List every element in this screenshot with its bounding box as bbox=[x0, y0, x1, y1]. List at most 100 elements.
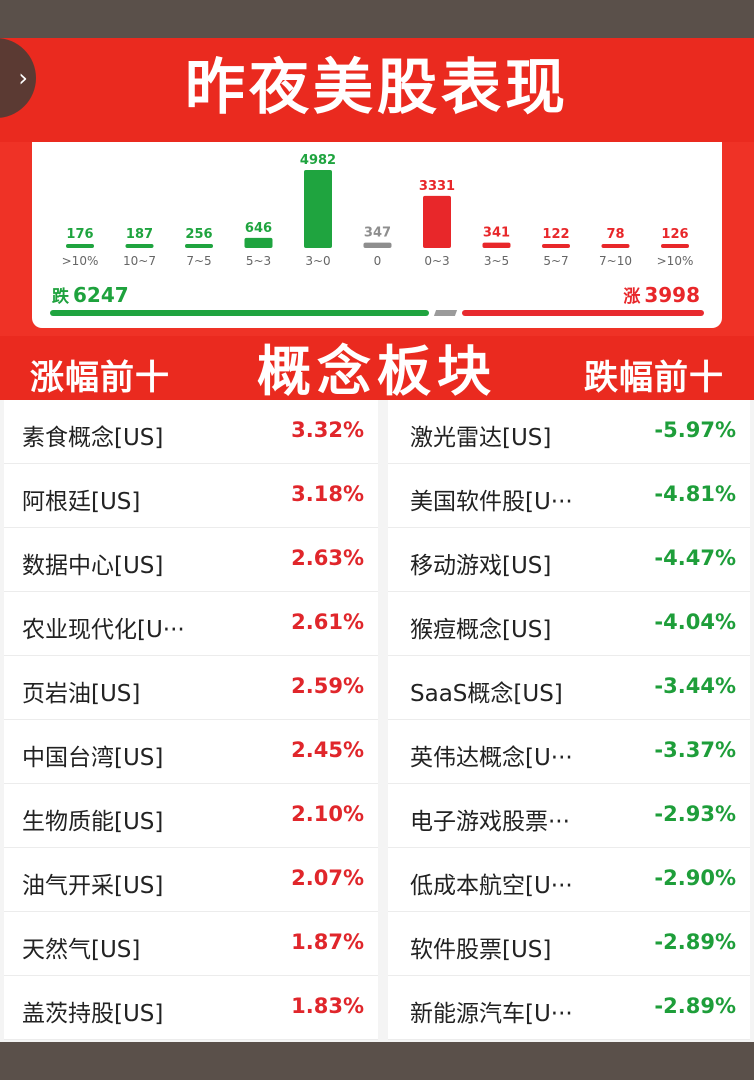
distribution-value-label: 4982 bbox=[300, 153, 336, 168]
loser-row[interactable]: 软件股票[US] -2.89% bbox=[388, 912, 750, 976]
gainer-percent: 1.87% bbox=[291, 930, 364, 954]
gainer-row[interactable]: 页岩油[US] 2.59% bbox=[4, 656, 378, 720]
distribution-bar bbox=[125, 244, 154, 248]
down-label: 跌 bbox=[52, 287, 69, 307]
distribution-value-label: 646 bbox=[245, 221, 272, 236]
loser-percent: -2.89% bbox=[654, 930, 736, 954]
loser-row[interactable]: 激光雷达[US] -5.97% bbox=[388, 400, 750, 464]
distribution-value-label: 256 bbox=[185, 227, 212, 242]
distribution-category-label: >10% bbox=[657, 254, 694, 268]
loser-name: 英伟达概念[U··· bbox=[410, 745, 573, 771]
distribution-chart: 176 >10% 187 10~7 256 7~5 646 5~3 4982 3~0 347 0 333… bbox=[62, 153, 694, 268]
loser-name: 电子游戏股票··· bbox=[410, 809, 570, 835]
gainer-name: 油气开采[US] bbox=[22, 873, 164, 899]
loser-row[interactable]: 电子游戏股票··· -2.93% bbox=[388, 784, 750, 848]
loser-row[interactable]: SaaS概念[US] -3.44% bbox=[388, 656, 750, 720]
loser-row[interactable]: 英伟达概念[U··· -3.37% bbox=[388, 720, 750, 784]
gainers-title: 涨幅前十 bbox=[30, 358, 170, 398]
gainer-row[interactable]: 中国台湾[US] 2.45% bbox=[4, 720, 378, 784]
gainer-name: 阿根廷[US] bbox=[22, 489, 141, 515]
loser-name: 猴痘概念[US] bbox=[410, 617, 552, 643]
header: › 昨夜美股表现 bbox=[0, 38, 754, 142]
distribution-category-label: 7~5 bbox=[186, 254, 211, 268]
gainer-row[interactable]: 生物质能[US] 2.10% bbox=[4, 784, 378, 848]
distribution-category-label: 10~7 bbox=[123, 254, 156, 268]
distribution-category-label: 5~3 bbox=[246, 254, 271, 268]
up-down-ratio-bar bbox=[50, 310, 704, 316]
losers-list: 激光雷达[US] -5.97% 美国软件股[U··· -4.81% 移动游戏[US] -4… bbox=[388, 400, 750, 1040]
up-count: 3998 bbox=[644, 283, 700, 307]
distribution-panel: 176 >10% 187 10~7 256 7~5 646 5~3 4982 3~0 347 0 333… bbox=[0, 142, 754, 336]
gainer-row[interactable]: 数据中心[US] 2.63% bbox=[4, 528, 378, 592]
distribution-value-label: 341 bbox=[483, 226, 510, 241]
loser-percent: -3.37% bbox=[654, 738, 736, 762]
gainer-name: 生物质能[US] bbox=[22, 809, 164, 835]
up-label: 涨 bbox=[623, 287, 641, 307]
loser-percent: -5.97% bbox=[654, 418, 736, 442]
loser-name: 移动游戏[US] bbox=[410, 553, 552, 579]
loser-percent: -4.47% bbox=[654, 546, 736, 570]
gainer-percent: 1.83% bbox=[291, 994, 364, 1018]
down-count: 6247 bbox=[73, 283, 129, 307]
gainer-name: 页岩油[US] bbox=[22, 681, 141, 707]
loser-row[interactable]: 新能源汽车[U··· -2.89% bbox=[388, 976, 750, 1040]
ratio-flat-segment bbox=[433, 310, 457, 316]
gainer-percent: 2.10% bbox=[291, 802, 364, 826]
distribution-bar bbox=[304, 170, 332, 248]
gainer-percent: 2.61% bbox=[291, 610, 364, 634]
distribution-bar bbox=[66, 244, 94, 248]
gainer-name: 盖茨持股[US] bbox=[22, 1001, 164, 1027]
loser-name: 软件股票[US] bbox=[410, 937, 552, 963]
gainer-percent: 2.07% bbox=[291, 866, 364, 890]
gainer-row[interactable]: 阿根廷[US] 3.18% bbox=[4, 464, 378, 528]
loser-row[interactable]: 移动游戏[US] -4.47% bbox=[388, 528, 750, 592]
gainer-row[interactable]: 农业现代化[U··· 2.61% bbox=[4, 592, 378, 656]
distribution-bar bbox=[423, 195, 451, 248]
loser-name: 新能源汽车[U··· bbox=[410, 1001, 573, 1027]
distribution-category-label: 0~3 bbox=[424, 254, 449, 268]
distribution-bar bbox=[601, 244, 630, 248]
up-summary: 涨 3998 bbox=[623, 282, 700, 307]
gainer-percent: 2.45% bbox=[291, 738, 364, 762]
loser-percent: -2.89% bbox=[654, 994, 736, 1018]
distribution-value-label: 3331 bbox=[419, 179, 455, 194]
loser-row[interactable]: 美国软件股[U··· -4.81% bbox=[388, 464, 750, 528]
losers-title: 跌幅前十 bbox=[584, 358, 724, 398]
distribution-bar bbox=[542, 244, 570, 248]
gainer-row[interactable]: 盖茨持股[US] 1.83% bbox=[4, 976, 378, 1040]
concept-lists: 素食概念[US] 3.32% 阿根廷[US] 3.18% 数据中心[US] 2.63% 农业… bbox=[0, 400, 754, 1042]
loser-row[interactable]: 低成本航空[U··· -2.90% bbox=[388, 848, 750, 912]
loser-percent: -4.81% bbox=[654, 482, 736, 506]
distribution-bar bbox=[363, 242, 392, 248]
gainer-row[interactable]: 油气开采[US] 2.07% bbox=[4, 848, 378, 912]
distribution-card: 176 >10% 187 10~7 256 7~5 646 5~3 4982 3~0 347 0 333… bbox=[32, 142, 722, 328]
distribution-bar bbox=[244, 237, 273, 248]
loser-percent: -2.90% bbox=[654, 866, 736, 890]
gainers-list: 素食概念[US] 3.32% 阿根廷[US] 3.18% 数据中心[US] 2.63% 农业… bbox=[4, 400, 378, 1040]
market-card: › 昨夜美股表现 176 >10% 187 10~7 256 7~5 646 5~3 4982 3… bbox=[0, 38, 754, 1042]
distribution-category-label: 0 bbox=[374, 254, 382, 268]
page-title: 昨夜美股表现 bbox=[185, 53, 569, 123]
concept-banner: 涨幅前十 概念板块 跌幅前十 bbox=[0, 336, 754, 406]
down-summary: 跌 6247 bbox=[52, 282, 129, 307]
distribution-category-label: >10% bbox=[62, 254, 99, 268]
distribution-value-label: 347 bbox=[364, 226, 391, 241]
loser-percent: -3.44% bbox=[654, 674, 736, 698]
gainer-name: 数据中心[US] bbox=[22, 553, 164, 579]
loser-percent: -4.04% bbox=[654, 610, 736, 634]
gainer-row[interactable]: 素食概念[US] 3.32% bbox=[4, 400, 378, 464]
loser-percent: -2.93% bbox=[654, 802, 736, 826]
distribution-value-label: 187 bbox=[126, 227, 153, 242]
chevron-right-icon: › bbox=[18, 64, 28, 92]
loser-name: 激光雷达[US] bbox=[410, 425, 552, 451]
distribution-value-label: 126 bbox=[661, 227, 688, 242]
gainer-row[interactable]: 天然气[US] 1.87% bbox=[4, 912, 378, 976]
distribution-category-label: 3~5 bbox=[484, 254, 509, 268]
distribution-value-label: 78 bbox=[606, 227, 624, 242]
distribution-category-label: 7~10 bbox=[599, 254, 632, 268]
ratio-down-segment bbox=[50, 310, 429, 316]
distribution-value-label: 122 bbox=[542, 227, 569, 242]
loser-name: 低成本航空[U··· bbox=[410, 873, 573, 899]
distribution-bar bbox=[661, 244, 689, 248]
loser-row[interactable]: 猴痘概念[US] -4.04% bbox=[388, 592, 750, 656]
